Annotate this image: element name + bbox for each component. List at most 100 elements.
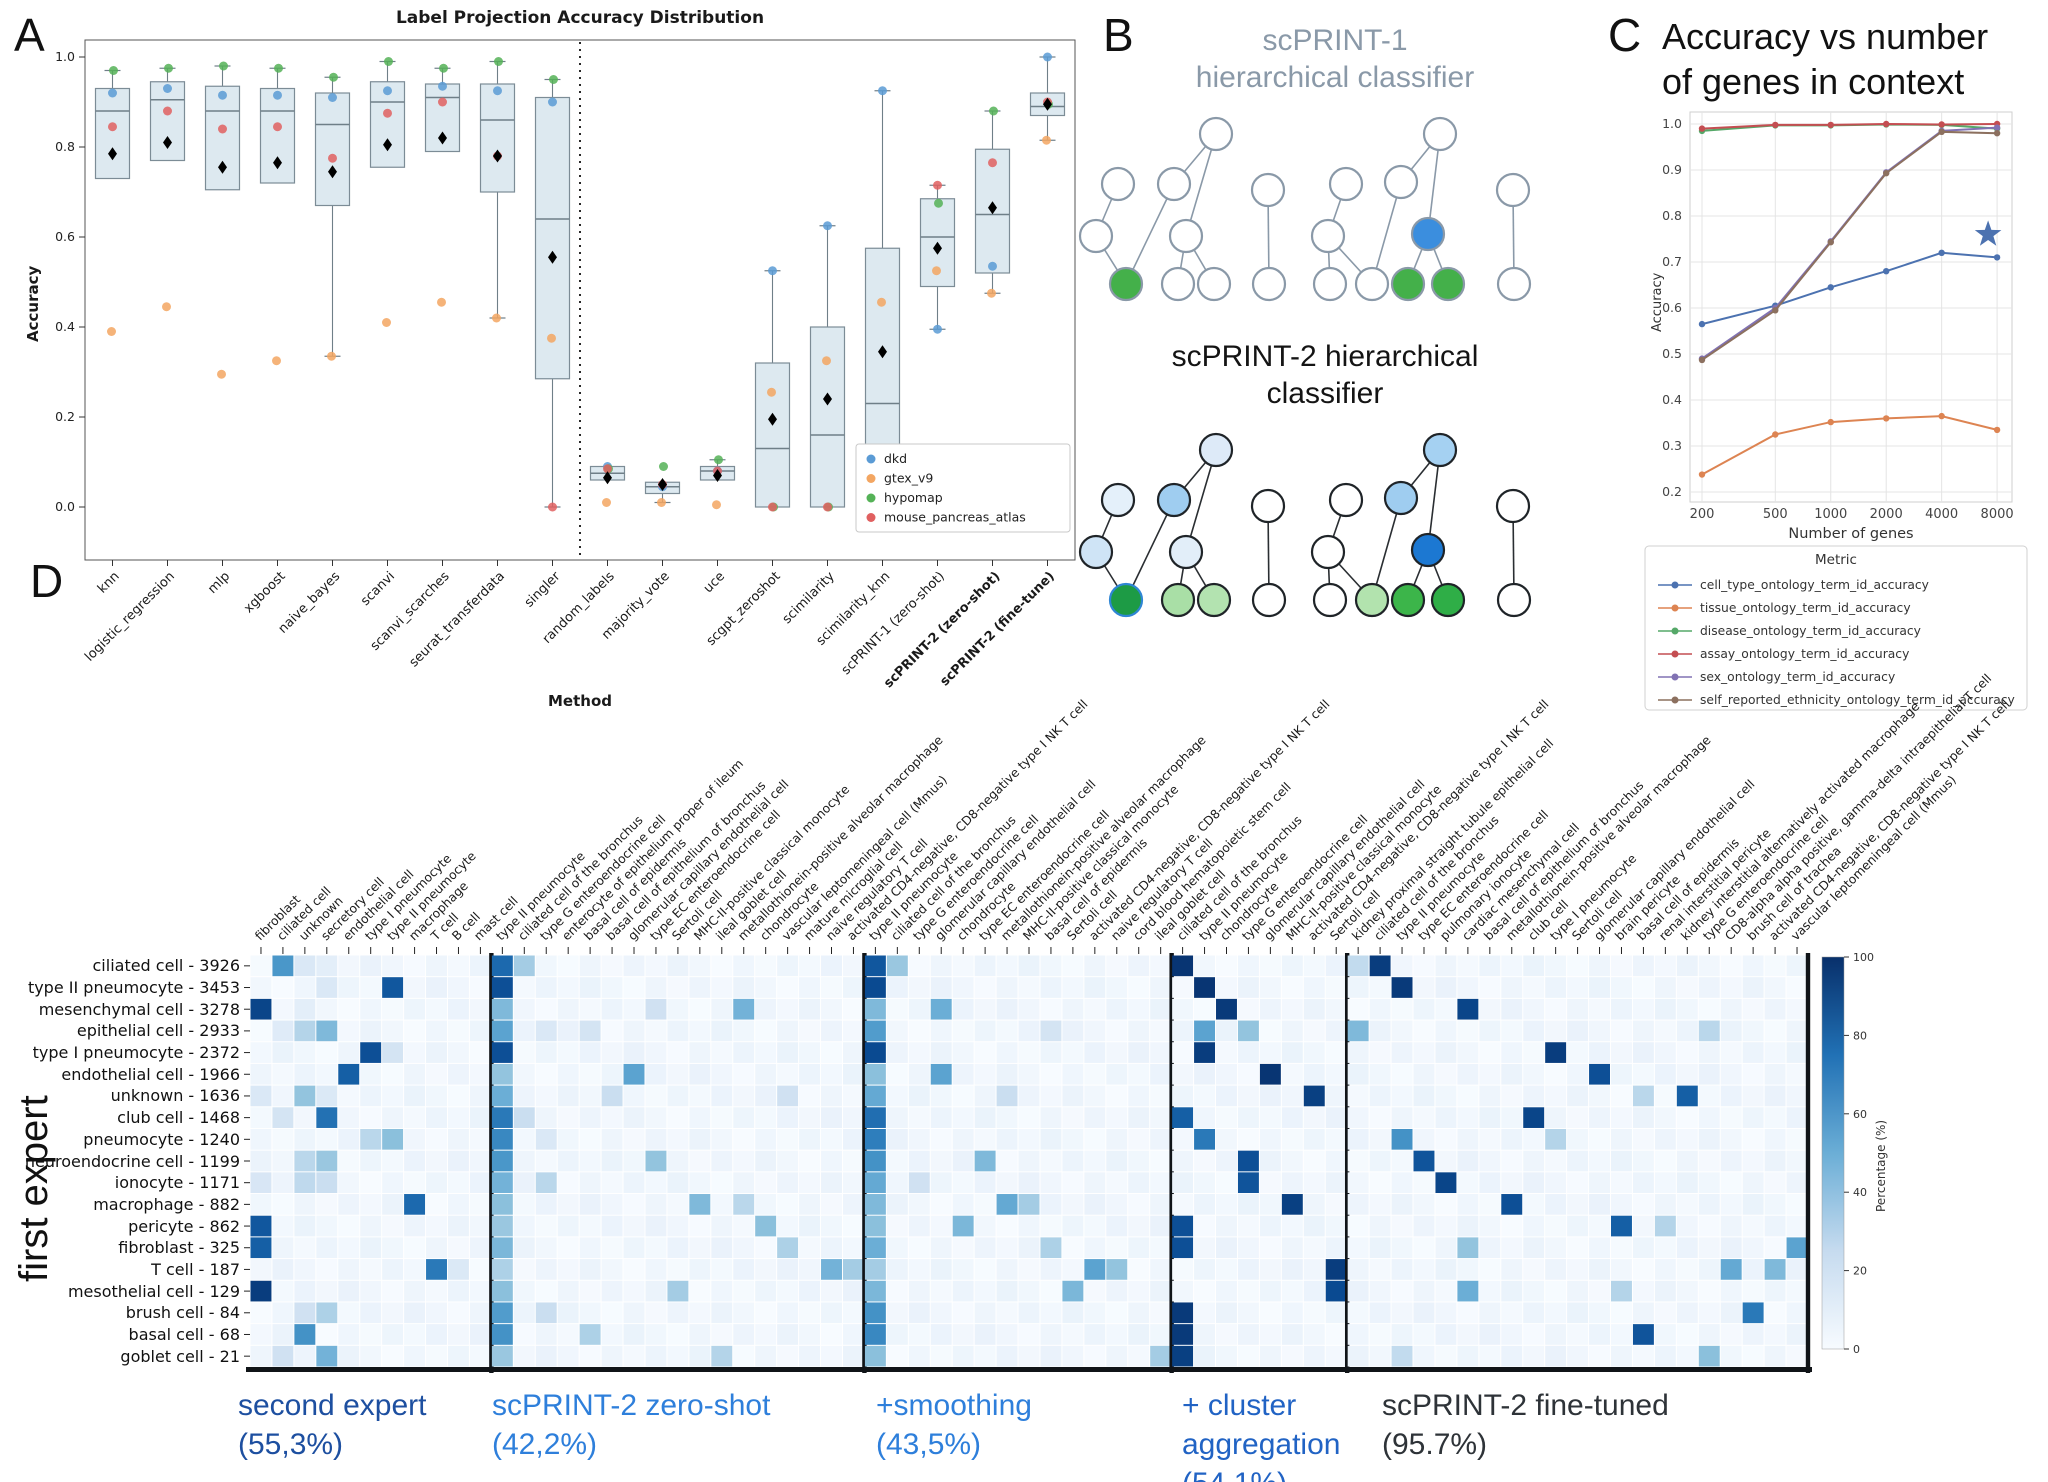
heatmap-cell	[404, 1128, 426, 1150]
heatmap-cell	[1523, 1259, 1545, 1280]
heatmap-cell	[1194, 1324, 1216, 1345]
heatmap-cell	[1281, 1042, 1303, 1063]
heatmap-cell	[1303, 955, 1325, 977]
heatmap-cell	[1347, 977, 1369, 998]
heatmap-cell	[294, 1063, 316, 1085]
heatmap-cell	[1501, 998, 1523, 1020]
heatmap-cell	[733, 977, 755, 998]
heatmap-cell	[1632, 998, 1654, 1020]
heatmap-cell	[623, 1063, 645, 1085]
heatmap-cell	[1018, 1194, 1040, 1215]
heatmap-cell	[1084, 977, 1106, 998]
heatmap-cell	[360, 1194, 382, 1215]
heatmap-cell	[601, 1237, 623, 1259]
heatmap-cell	[1194, 1280, 1216, 1302]
heatmap-cell	[667, 1215, 689, 1237]
heatmap-cell	[996, 1128, 1018, 1150]
heatmap-cell	[535, 998, 557, 1020]
heatmap-cell	[930, 1020, 952, 1042]
heatmap-cell	[733, 1324, 755, 1345]
heatmap-cell	[513, 1042, 535, 1063]
heatmap-cell	[579, 1237, 601, 1259]
heatmap-cell	[272, 1042, 294, 1063]
heatmap-cell	[338, 1259, 360, 1280]
heatmap-cell	[799, 998, 821, 1020]
heatmap-cell	[1369, 1128, 1391, 1150]
tree-edge	[1125, 183, 1175, 285]
heatmap-cell	[1545, 1302, 1567, 1324]
heatmap-cell	[974, 1063, 996, 1085]
heatmap-cell	[1194, 1302, 1216, 1324]
heatmap-cell	[799, 1107, 821, 1128]
heatmap-cell	[1391, 1172, 1413, 1194]
heatmap-cell	[1545, 1194, 1567, 1215]
heatmap-cell	[1018, 1215, 1040, 1237]
heatmap-cell	[908, 977, 930, 998]
heatmap-cell	[316, 1020, 338, 1042]
heatmap-cell	[1172, 1324, 1194, 1345]
heatmap-cell	[1347, 1085, 1369, 1107]
heatmap-cell	[1457, 1128, 1479, 1150]
heatmap-cell	[294, 1194, 316, 1215]
heatmap-cell	[1589, 1020, 1610, 1042]
heatmap-cell	[930, 1150, 952, 1172]
heatmap-cell	[1567, 955, 1589, 977]
legend-marker	[866, 454, 876, 464]
heatmap-cell	[1303, 1280, 1325, 1302]
heatmap-cell	[799, 1128, 821, 1150]
heatmap-cell	[755, 1020, 777, 1042]
heatmap-cell	[689, 1128, 711, 1150]
heatmap-cell	[1698, 998, 1720, 1020]
heatmap-cell	[908, 1107, 930, 1128]
heatmap-cell	[1106, 1063, 1128, 1085]
heatmap-cell	[491, 1259, 513, 1280]
heatmap-cell	[1237, 1280, 1259, 1302]
heatmap-cell	[1742, 977, 1764, 998]
heatmap-cell	[1062, 1063, 1084, 1085]
legend-label: assay_ontology_term_id_accuracy	[1700, 647, 1909, 661]
heatmap-cell	[469, 1020, 491, 1042]
heatmap-cell	[404, 1280, 426, 1302]
heatmap-cell	[1720, 1237, 1742, 1259]
heatmap-cell	[1325, 1107, 1347, 1128]
tree-node	[1312, 582, 1348, 618]
heatmap-cell	[601, 1150, 623, 1172]
heatmap-cell	[667, 1042, 689, 1063]
heatmap-cell	[1216, 977, 1237, 998]
heatmap-cell	[1676, 1042, 1698, 1063]
heatmap-cell	[491, 1042, 513, 1063]
heatmap-cell	[1698, 1302, 1720, 1324]
heatmap-cell	[338, 1324, 360, 1345]
method-tick-label: scimilarity	[780, 569, 839, 628]
method-tick-label: mlp	[205, 569, 234, 597]
series-point	[1883, 415, 1890, 422]
heatmap-cell	[645, 1280, 667, 1302]
heatmap-cell	[777, 1237, 799, 1259]
heatmap-cell	[842, 1107, 864, 1128]
heatmap-cell	[1172, 1194, 1194, 1215]
heatmap-cell	[1150, 955, 1172, 977]
scatter-point	[493, 86, 502, 96]
heatmap-cell	[491, 1150, 513, 1172]
heatmap-cell	[908, 1302, 930, 1324]
heatmap-cell	[272, 1063, 294, 1085]
heatmap-cell	[1194, 1107, 1216, 1128]
heatmap-cell	[1742, 1107, 1764, 1128]
heatmap-cell	[1435, 1237, 1457, 1259]
heatmap-cell	[1567, 1020, 1589, 1042]
heatmap-cell	[733, 1259, 755, 1280]
heatmap-cell	[1369, 1259, 1391, 1280]
heatmap-cell	[1742, 1172, 1764, 1194]
heatmap-cell	[1589, 1042, 1610, 1063]
heatmap-cell	[1018, 977, 1040, 998]
heatmap-cell	[799, 1324, 821, 1345]
heatmap-cell	[1567, 1259, 1589, 1280]
heatmap-cell	[1786, 1107, 1808, 1128]
heatmap-cell	[426, 977, 447, 998]
heatmap-cell	[1281, 1172, 1303, 1194]
heatmap-cell	[1150, 1063, 1172, 1085]
heatmap-cell	[1435, 1150, 1457, 1172]
heatmap-cell	[579, 1128, 601, 1150]
heatmap-cell	[864, 1345, 886, 1367]
heatmap-cell	[272, 1085, 294, 1107]
